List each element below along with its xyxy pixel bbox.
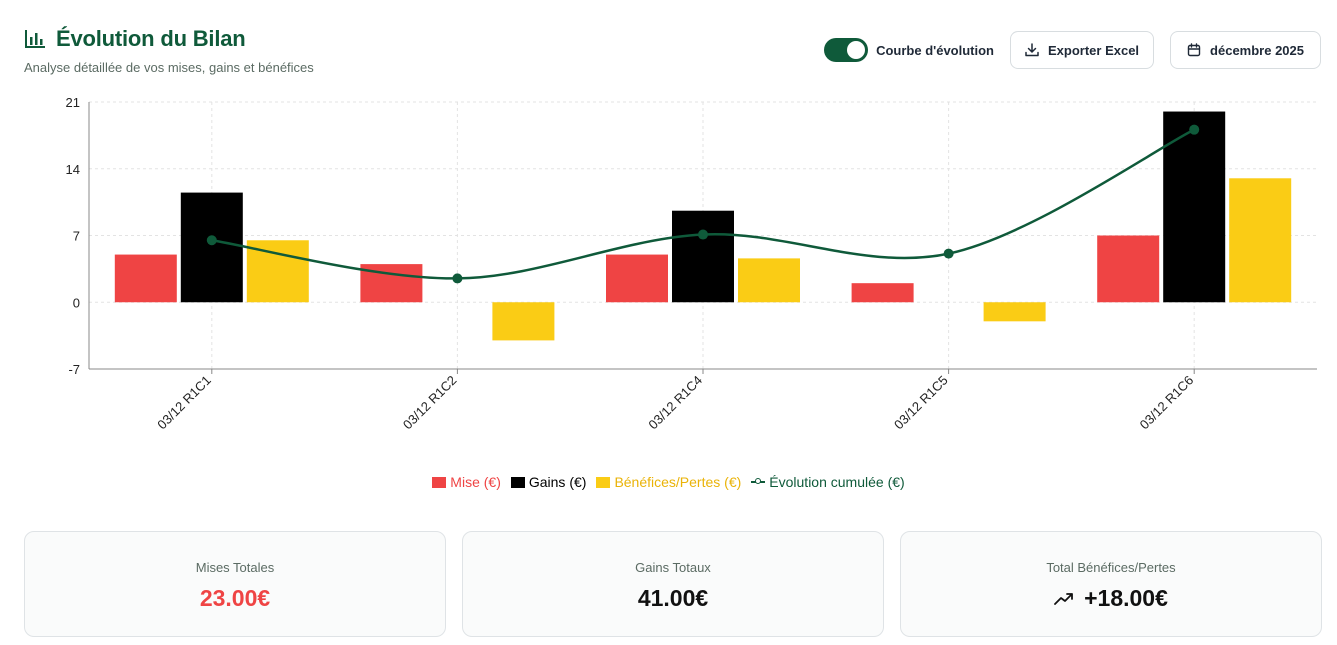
legend-mise[interactable]: Mise (€) <box>432 474 501 490</box>
bar-benefices <box>983 302 1046 322</box>
legend-label-evolution: Évolution cumulée (€) <box>769 474 905 490</box>
page-subtitle: Analyse détaillée de vos mises, gains et… <box>24 60 314 75</box>
legend-swatch-evolution <box>751 477 766 487</box>
summary-cards: Mises Totales 23.00€ Gains Totaux 41.00€… <box>24 531 1322 637</box>
bar-mise <box>851 283 914 303</box>
chart-legend: Mise (€) Gains (€) Bénéfices/Pertes (€) … <box>0 474 1337 490</box>
export-label: Exporter Excel <box>1048 42 1140 58</box>
bar-benefices <box>246 240 309 303</box>
bar-benefices <box>738 258 800 303</box>
toggle-switch[interactable] <box>824 38 869 62</box>
x-tick-label: 03/12 R1C1 <box>154 373 214 433</box>
bar-benefices <box>492 302 555 341</box>
bar-gains <box>1163 111 1226 303</box>
evolution-point <box>1189 124 1200 135</box>
date-picker-button[interactable]: décembre 2025 <box>1170 31 1321 69</box>
evolution-point <box>206 235 217 246</box>
toggle-label: Courbe d'évolution <box>876 42 994 58</box>
legend-label-mise: Mise (€) <box>450 474 501 490</box>
date-label: décembre 2025 <box>1210 42 1304 58</box>
bar-gains <box>672 210 734 303</box>
x-tick-label: 03/12 R1C4 <box>645 373 705 433</box>
evolution-point <box>943 248 954 259</box>
card-gains-totaux: Gains Totaux 41.00€ <box>462 531 884 637</box>
bilan-chart: 21 14 7 0 -7 03/12 R1C1 03/12 R1C2 03/12 R1C4 03… <box>66 95 1317 433</box>
evolution-point <box>698 229 708 240</box>
card-label: Mises Totales <box>195 560 275 575</box>
trending-up-icon <box>1054 585 1074 612</box>
x-tick-label: 03/12 R1C5 <box>891 373 951 433</box>
y-tick-label: 7 <box>73 229 80 244</box>
y-tick-label: 14 <box>66 162 80 177</box>
card-label: Gains Totaux <box>635 560 711 575</box>
legend-swatch-benefices <box>596 476 611 488</box>
x-tick-label: 03/12 R1C6 <box>1137 373 1197 433</box>
legend-gains[interactable]: Gains (€) <box>510 474 587 490</box>
chart-header: Évolution du Bilan Analyse détaillée de … <box>24 26 314 75</box>
bar-mise <box>114 254 177 303</box>
legend-label-gains: Gains (€) <box>528 474 587 490</box>
download-icon <box>1025 43 1039 57</box>
legend-swatch-mise <box>432 476 447 488</box>
total-benefices-value: +18.00€ <box>1084 585 1168 611</box>
calendar-icon <box>1187 43 1201 57</box>
legend-label-benefices: Bénéfices/Pertes (€) <box>614 474 742 490</box>
bar-mise <box>606 254 668 303</box>
card-mises-totales: Mises Totales 23.00€ <box>24 531 446 637</box>
bar-benefices <box>1229 178 1292 303</box>
export-excel-button[interactable]: Exporter Excel <box>1010 31 1155 69</box>
card-value: +18.00€ <box>1054 585 1168 612</box>
bar-mise <box>1097 235 1160 303</box>
card-value: 41.00€ <box>638 585 708 612</box>
toolbar: Courbe d'évolution Exporter Excel décemb… <box>824 31 1321 69</box>
legend-swatch-gains <box>510 476 525 488</box>
x-tick-label: 03/12 R1C2 <box>400 373 460 433</box>
evolution-point <box>452 273 463 284</box>
legend-evolution[interactable]: Évolution cumulée (€) <box>751 474 905 490</box>
mises-totales-value: 23.00€ <box>199 585 271 611</box>
y-tick-label: 21 <box>66 95 80 110</box>
card-total-benefices: Total Bénéfices/Pertes +18.00€ <box>900 531 1322 637</box>
y-tick-label: 0 <box>73 295 80 310</box>
page-title: Évolution du Bilan <box>56 26 246 51</box>
legend-benefices[interactable]: Bénéfices/Pertes (€) <box>596 474 741 490</box>
gains-totaux-value: 41.00€ <box>637 585 709 611</box>
evolution-toggle[interactable]: Courbe d'évolution <box>824 38 994 62</box>
bar-gains <box>180 192 243 303</box>
y-tick-label: -7 <box>68 362 80 377</box>
bar-chart-icon <box>24 29 46 49</box>
card-value: 23.00€ <box>200 585 270 612</box>
card-label: Total Bénéfices/Pertes <box>1046 560 1176 575</box>
